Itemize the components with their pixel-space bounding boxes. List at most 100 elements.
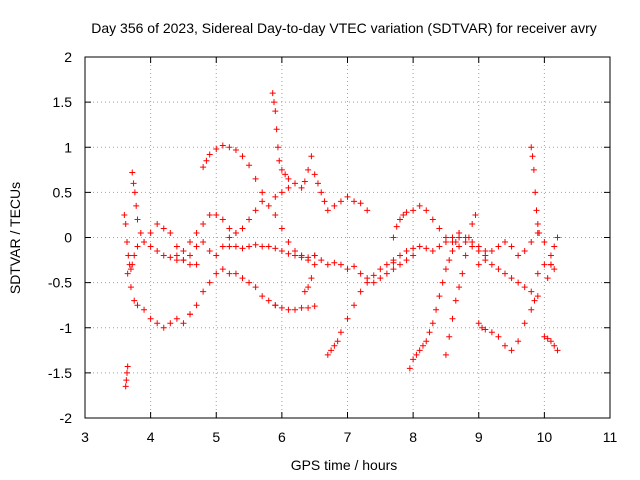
data-point [154,248,161,255]
series-track-6 [187,266,279,318]
data-point [337,261,344,268]
data-point [426,329,433,336]
data-point [226,144,233,151]
data-point [246,162,253,169]
x-tick-label: 8 [409,429,417,445]
data-point [213,146,220,153]
x-tick-label: 10 [537,429,553,445]
data-point [239,245,246,252]
data-point [351,198,358,205]
data-point [147,243,154,250]
plot-frame [84,56,611,419]
data-point [403,248,410,255]
y-tick-label: 0.5 [53,184,73,200]
chart-title: Day 356 of 2023, Sidereal Day-to-day VTE… [91,20,597,36]
data-point [541,333,548,340]
data-point [488,248,495,255]
data-point [403,209,410,216]
data-point [554,347,561,354]
x-tick-label: 6 [278,429,286,445]
data-point [456,284,463,291]
data-point [528,306,535,313]
data-point [141,239,148,246]
data-point [482,326,489,333]
data-point [213,211,220,218]
data-point [406,365,413,372]
data-point [129,169,136,176]
data-point [344,315,351,322]
data-point [521,320,528,327]
data-point [173,315,180,322]
y-tick-label: 2 [64,49,72,65]
x-tick-label: 9 [475,429,483,445]
data-point [200,239,207,246]
data-point [265,243,272,250]
data-point [318,189,325,196]
data-point [521,284,528,291]
data-point [508,347,515,354]
data-point [124,239,130,246]
data-point [129,261,136,268]
data-point [529,153,536,160]
series-track-24 [475,229,558,273]
data-point [272,193,279,200]
data-point [530,166,537,173]
data-point [495,243,502,250]
data-point [219,243,226,250]
data-point [180,248,187,255]
data-point [377,275,384,282]
x-tick-label: 7 [344,429,352,445]
data-point [219,266,226,273]
data-point [160,225,167,232]
data-point [482,257,489,264]
data-point [252,241,259,248]
y-tick-label: -1 [60,320,73,336]
data-point [397,261,403,268]
x-tick-label: 11 [603,429,618,445]
data-point [167,254,174,261]
data-points [121,90,561,390]
data-point [390,257,397,264]
data-point [541,261,548,268]
data-point [265,202,272,209]
data-point [193,261,200,268]
data-point [311,171,318,178]
data-point [278,166,285,173]
data-point [544,335,551,342]
data-point [232,243,239,250]
data-point [423,207,430,214]
data-point [292,252,298,259]
data-point [502,342,508,349]
data-point [206,279,213,286]
data-point [292,306,298,313]
data-point [436,243,443,250]
data-point [469,243,476,250]
data-point [147,315,154,322]
data-point [502,270,508,277]
data-point [311,252,318,259]
data-point [442,351,449,358]
data-point [273,126,280,133]
data-point [423,245,430,252]
data-point [193,229,200,236]
data-point [137,229,144,236]
data-point [334,338,341,345]
data-point [213,270,220,277]
data-point [397,252,403,259]
data-point [433,306,440,313]
data-point [298,254,305,261]
data-point [328,347,335,354]
data-point [272,245,279,252]
data-point [187,311,193,318]
data-point [259,293,266,300]
data-point [130,180,137,187]
data-point [459,270,466,277]
data-point [200,288,207,295]
data-point [246,216,253,223]
data-point [472,211,479,218]
data-point [423,338,430,345]
data-point [357,200,364,207]
data-point [419,342,426,349]
data-point [515,252,522,259]
data-point [276,157,283,164]
